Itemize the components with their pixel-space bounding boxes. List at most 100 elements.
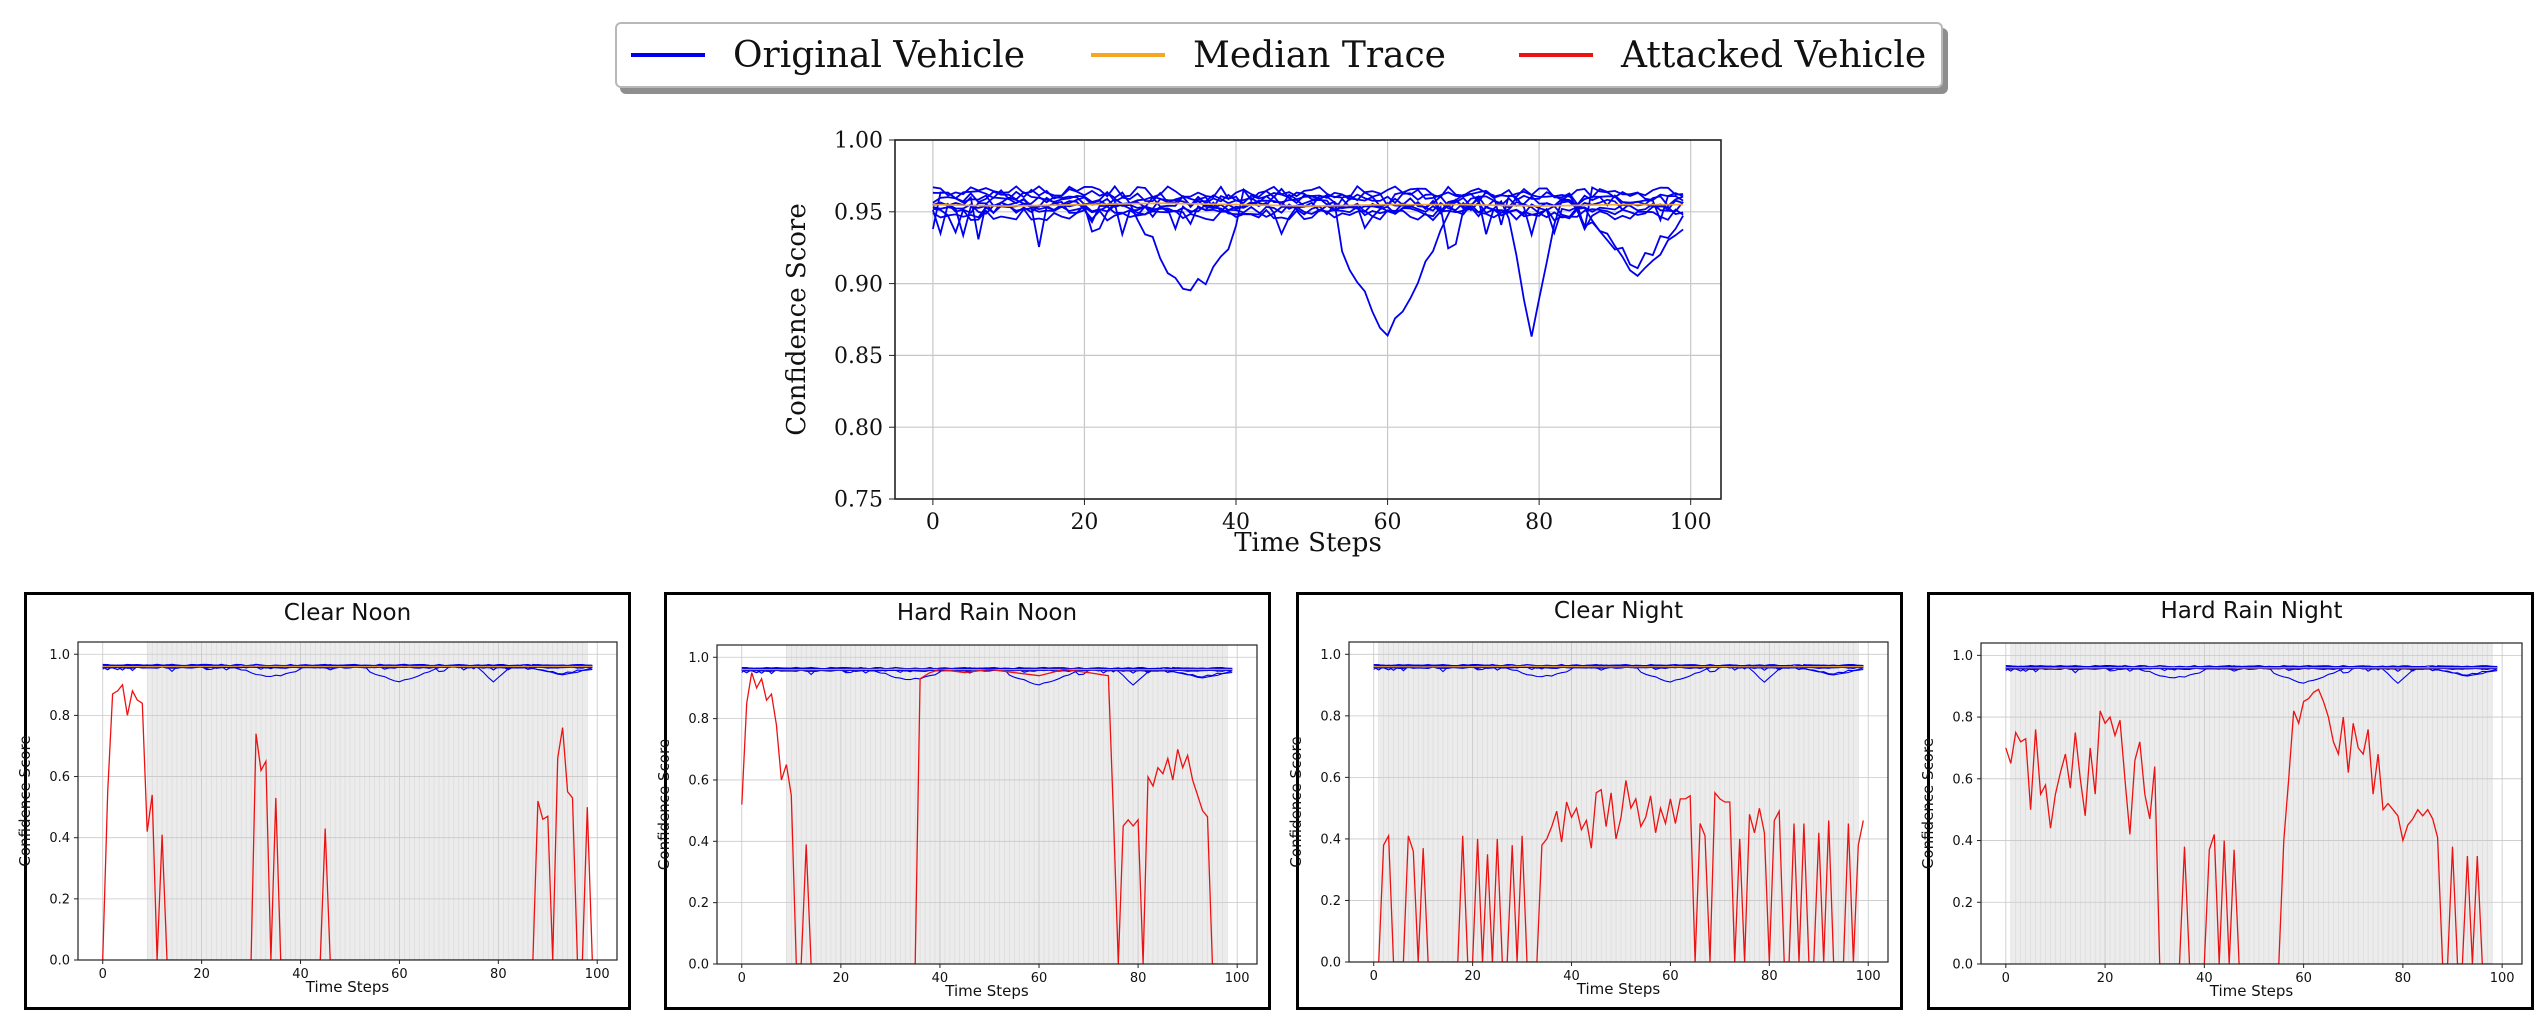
y-tick-label: 0.4: [688, 835, 709, 850]
y-tick-label: 0.6: [1320, 771, 1341, 786]
legend-swatch-attacked: [1519, 53, 1593, 57]
y-tick-label: 0.6: [688, 774, 709, 789]
original-vehicle-trace: [932, 205, 1684, 250]
x-axis-label: Time Steps: [305, 978, 390, 996]
y-tick-label: 0.95: [834, 201, 883, 226]
x-tick-label: 40: [292, 967, 309, 982]
plot-area: [932, 184, 1684, 338]
x-tick-label: 100: [1225, 971, 1250, 986]
y-tick-label: 0.75: [834, 488, 883, 513]
x-tick-label: 40: [1563, 969, 1580, 984]
legend-swatch-median: [1091, 53, 1165, 57]
attacked-vehicle-trace: [102, 683, 593, 960]
y-tick-label: 0.2: [688, 896, 709, 911]
y-axis-label: Confidence Score: [782, 203, 812, 435]
chart-panel-4: 0 20 40 60 80 100 0.0 0.2 0.4 0.6 0.8 1.0 Time Steps…: [1919, 598, 2523, 1000]
y-tick-label: 1.0: [688, 651, 709, 666]
x-tick-label: 60: [391, 967, 408, 982]
x-tick-label: 80: [1525, 510, 1553, 535]
x-tick-label: 0: [1370, 969, 1378, 984]
x-axis-label: Time Steps: [1234, 528, 1382, 558]
legend-swatch-original: [631, 53, 705, 57]
y-tick-label: 0.4: [49, 831, 70, 846]
x-tick-label: 20: [2097, 971, 2114, 986]
x-tick-label: 100: [1670, 510, 1712, 535]
x-tick-label: 60: [2295, 971, 2312, 986]
x-tick-label: 60: [1662, 969, 1679, 984]
x-tick-label: 40: [1222, 510, 1250, 535]
x-tick-label: 0: [99, 967, 107, 982]
axes-frame: [77, 641, 618, 961]
y-tick-label: 0.8: [688, 712, 709, 727]
y-tick-label: 1.0: [1320, 648, 1341, 663]
chart-title: Clear Noon: [284, 600, 411, 626]
chart-panel-0: 0 20 40 60 80 100 0.75 0.80 0.85 0.90 0.95 1.00 Time…: [782, 129, 1722, 558]
x-axis-label: Time Steps: [1576, 980, 1661, 998]
y-axis-label: Confidence Score: [1287, 736, 1305, 867]
x-tick-label: 100: [585, 967, 610, 982]
x-tick-label: 100: [2490, 971, 2515, 986]
y-tick-label: 0.0: [688, 958, 709, 973]
plot-area: [741, 666, 1233, 964]
x-tick-label: 80: [1130, 971, 1147, 986]
x-tick-label: 60: [1031, 971, 1048, 986]
x-axis-label: Time Steps: [944, 982, 1029, 1000]
y-tick-label: 0.8: [1320, 709, 1341, 724]
y-tick-label: 0.90: [834, 272, 883, 297]
y-tick-label: 0.0: [1952, 958, 1973, 973]
legend-label-attacked: Attacked Vehicle: [1621, 34, 1927, 76]
original-vehicle-trace: [932, 202, 1684, 278]
y-tick-label: 0.85: [834, 344, 883, 369]
attacked-vehicle-trace: [2005, 688, 2493, 964]
legend-item-median-trace: Median Trace: [1091, 24, 1446, 86]
original-vehicle-trace: [932, 193, 1684, 338]
original-vehicle-trace: [1373, 666, 1864, 671]
axes-frame: [1348, 641, 1889, 963]
chart-panel-2: 0 20 40 60 80 100 0.0 0.2 0.4 0.6 0.8 1.0 Time Steps…: [655, 600, 1258, 1000]
axes-frame: [1980, 642, 2523, 965]
x-tick-label: 0: [926, 510, 940, 535]
shaded-region: [147, 642, 588, 960]
shaded-region: [1378, 642, 1859, 962]
y-axis-label: Confidence Score: [1919, 738, 1937, 869]
y-tick-label: 0.0: [49, 954, 70, 969]
x-tick-label: 40: [932, 971, 949, 986]
x-tick-label: 20: [193, 967, 210, 982]
y-tick-label: 0.4: [1952, 834, 1973, 849]
chart-title: Hard Rain Night: [2161, 598, 2343, 624]
y-tick-label: 0.2: [49, 892, 70, 907]
chart-title: Hard Rain Noon: [897, 600, 1077, 626]
y-axis-label: Confidence Score: [16, 735, 34, 866]
chart-panel-1: 0 20 40 60 80 100 0.0 0.2 0.4 0.6 0.8 1.0 Time Steps…: [16, 600, 618, 996]
y-tick-label: 0.6: [1952, 772, 1973, 787]
legend-item-attacked-vehicle: Attacked Vehicle: [1519, 24, 1926, 86]
x-tick-label: 0: [738, 971, 746, 986]
x-tick-label: 80: [490, 967, 507, 982]
legend-item-original-vehicle: Original Vehicle: [631, 24, 1025, 86]
y-tick-label: 0.2: [1320, 894, 1341, 909]
legend-label-original: Original Vehicle: [733, 34, 1026, 76]
plot-area: [2005, 664, 2498, 964]
y-tick-label: 1.00: [834, 129, 883, 154]
legend: Original Vehicle Median Trace Attacked V…: [615, 22, 1943, 88]
original-vehicle-trace: [932, 190, 1684, 270]
plot-area: [102, 663, 593, 960]
shaded-region: [2010, 643, 2493, 964]
y-tick-label: 0.8: [49, 709, 70, 724]
y-axis-label: Confidence Score: [655, 739, 673, 870]
x-tick-label: 80: [1761, 969, 1778, 984]
x-tick-label: 20: [833, 971, 850, 986]
original-vehicle-trace: [102, 666, 593, 671]
y-tick-label: 1.0: [1952, 649, 1973, 664]
original-vehicle-trace: [741, 669, 1233, 674]
y-tick-label: 0.4: [1320, 832, 1341, 847]
x-tick-label: 100: [1856, 969, 1881, 984]
y-tick-label: 0.0: [1320, 956, 1341, 971]
y-tick-label: 0.2: [1952, 896, 1973, 911]
axes-frame: [716, 644, 1258, 965]
original-vehicle-trace: [2005, 667, 2498, 672]
y-tick-label: 0.8: [1952, 711, 1973, 726]
y-tick-label: 0.80: [834, 416, 883, 441]
y-tick-label: 1.0: [49, 648, 70, 663]
x-tick-label: 20: [1070, 510, 1098, 535]
